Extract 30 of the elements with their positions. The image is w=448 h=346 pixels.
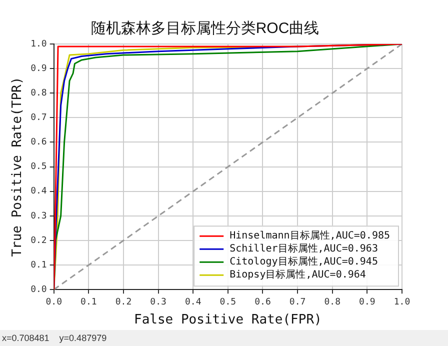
x-tick-label: 1.0	[394, 297, 410, 308]
legend-label: Hinselmann目标属性,AUC=0.985	[230, 230, 390, 242]
x-tick-label: 0.3	[150, 297, 166, 308]
text: x=0.708481 y=0.487979	[0, 330, 448, 346]
y-tick-label: 0.9	[30, 64, 47, 74]
legend-label: Schiller目标属性,AUC=0.963	[230, 242, 378, 255]
chart-title: 随机森林多目标属性分类ROC曲线	[90, 20, 320, 38]
x-axis-title: False Positive Rate(FPR)	[134, 312, 322, 328]
x-tick-label: 0.8	[324, 297, 341, 308]
x-tick-label: 0.2	[115, 297, 132, 308]
y-tick-label: 0.3	[30, 211, 47, 222]
y-tick-label: 0.1	[30, 260, 47, 270]
x-tick-label: 0.6	[254, 297, 271, 308]
legend-label: Citology目标属性,AUC=0.945	[230, 256, 378, 268]
legend-label: Biopsy目标属性,AUC=0.964	[230, 268, 366, 281]
y-tick-label: 0.4	[30, 186, 47, 197]
y-tick-label: 0.7	[30, 113, 47, 124]
y-axis-title: True Positive Rate(TPR)	[10, 76, 26, 257]
y-tick-label: 0.8	[30, 88, 47, 98]
y-tick-label: 0.5	[30, 162, 47, 172]
y-tick-label: 1.0	[30, 39, 47, 50]
y-tick-label: 0.0	[30, 284, 47, 295]
y-tick-label: 0.6	[30, 138, 47, 148]
x-tick-label: 0.5	[220, 297, 236, 308]
x-tick-label: 0.0	[46, 297, 62, 308]
x-tick-label: 0.4	[184, 297, 202, 308]
y-tick-label: 0.2	[30, 236, 47, 246]
x-tick-label: 0.7	[289, 297, 306, 308]
x-tick-label: 0.1	[80, 297, 97, 308]
x-tick-label: 0.9	[359, 297, 376, 308]
